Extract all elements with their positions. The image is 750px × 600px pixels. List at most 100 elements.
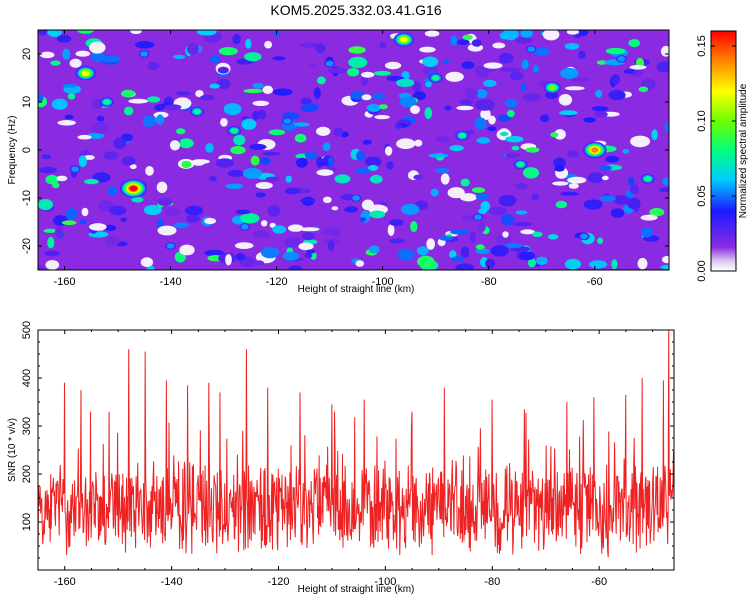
heatmap-cell (64, 114, 74, 120)
heatmap-cell (605, 155, 619, 163)
heatmap-cell (243, 88, 264, 94)
heatmap-cell (252, 100, 270, 107)
heatmap-cell (449, 145, 464, 152)
heatmap-cell (460, 246, 470, 259)
heatmap-cell (460, 178, 470, 187)
heatmap-cell (316, 76, 326, 85)
heatmap-cell (173, 222, 189, 229)
heatmap-cell (233, 134, 246, 146)
heatmap-cell (300, 97, 312, 105)
heatmap-cell (487, 126, 497, 131)
heatmap-hotspot-ring (580, 233, 588, 240)
heatmap-cell (157, 197, 173, 206)
heatmap-cell (38, 199, 53, 211)
heatmap-cell (456, 105, 474, 111)
heatmap-cell (41, 154, 52, 160)
heatmap-cell (583, 117, 596, 123)
heatmap-cell (641, 227, 653, 238)
heatmap-cell (359, 217, 367, 222)
heatmap-hotspot-ring (516, 161, 525, 168)
heatmap-cell (331, 206, 339, 211)
heatmap-cell (435, 168, 450, 173)
heatmap-hotspot-ring (81, 70, 90, 76)
colorbar-label: Normalized spectral amplitude (738, 83, 749, 218)
heatmap-cell (373, 70, 392, 76)
heatmap-cell (181, 160, 192, 169)
heatmap-cell (234, 242, 254, 250)
heatmap-cell (520, 229, 535, 235)
heatmap-hotspot-ring (548, 84, 557, 91)
heatmap-cell (215, 158, 234, 168)
heatmap-cell (191, 159, 210, 165)
heatmap-cell (147, 61, 160, 71)
heatmap-hotspot-ring (230, 128, 238, 134)
heatmap-cell (597, 237, 604, 245)
snr-series-line (38, 330, 674, 558)
heatmap-cell (315, 43, 326, 54)
heatmap-cell (272, 225, 287, 234)
heatmap-hotspot-ring (71, 166, 79, 172)
heatmap-cell (75, 50, 91, 57)
heatmap-cell (327, 156, 334, 167)
heatmap-cell (43, 228, 58, 233)
heatmap-cell (515, 210, 528, 215)
heatmap-cell (651, 129, 658, 141)
snr-x-axis-label: Height of straight line (km) (298, 584, 415, 595)
heatmap-cell (204, 249, 225, 257)
heatmap-cell (347, 67, 360, 77)
heatmap-y-axis: -20 -10 0 10 20 (21, 48, 669, 254)
heatmap-cell (525, 147, 540, 153)
heatmap-cell (440, 173, 450, 185)
heatmap-cell (649, 208, 665, 217)
heatmap-cell (502, 231, 509, 238)
heatmap-x-axis: -160 -140 -120 -100 -80 -60 (53, 30, 603, 288)
heatmap-cell (611, 74, 621, 85)
colorbar-tick-label: 0.10 (696, 110, 708, 131)
heatmap-hotspot (227, 125, 242, 136)
heatmap-cell (410, 221, 418, 233)
heatmap-cell (272, 56, 286, 61)
heatmap-cell (309, 63, 319, 68)
heatmap-cell (480, 201, 491, 212)
heatmap-cell (567, 150, 579, 158)
heatmap-cell (497, 114, 512, 122)
colorbar-tick-label: 0.00 (696, 260, 708, 281)
snr-y-tick-label: 400 (21, 369, 33, 387)
heatmap-cell (640, 214, 658, 221)
heatmap-hotspot-ring (458, 132, 467, 139)
heatmap-cell (459, 98, 474, 106)
heatmap-cell (45, 260, 60, 270)
heatmap-cell (209, 54, 221, 64)
heatmap-cell (555, 200, 568, 209)
heatmap-cell (475, 244, 485, 250)
heatmap-cell (262, 151, 281, 156)
heatmap-cell (455, 263, 474, 270)
heatmap-cell (355, 167, 370, 175)
heatmap-cell (386, 161, 394, 170)
heatmap-cell (296, 157, 308, 168)
heatmap-cell (547, 234, 559, 240)
heatmap-cell (522, 167, 540, 179)
heatmap-cell (396, 138, 416, 149)
snr-y-axis-label: SNR (10 * v/v) (7, 418, 18, 482)
heatmap-cell (507, 109, 515, 118)
heatmap-cell (316, 126, 331, 136)
heatmap-hotspot (578, 232, 590, 241)
heatmap-cell (356, 150, 366, 161)
heatmap-cell (300, 42, 320, 48)
heatmap-cell (536, 256, 548, 266)
heatmap-hotspot-ring (103, 99, 111, 105)
heatmap-cell (62, 83, 78, 88)
heatmap-cell (44, 250, 60, 257)
heatmap-cell (589, 260, 608, 269)
heatmap-cell (605, 47, 626, 55)
heatmap-cell (104, 224, 117, 231)
heatmap-hotspot (190, 106, 205, 117)
heatmap-cell (610, 208, 625, 218)
heatmap-cell (355, 260, 365, 267)
heatmap-cell (195, 90, 204, 98)
heatmap-cell (532, 231, 543, 237)
figure-title: KOM5.2025.332.03.41.G16 (270, 2, 441, 18)
heatmap-cell (638, 86, 649, 93)
heatmap-cell (218, 47, 238, 56)
